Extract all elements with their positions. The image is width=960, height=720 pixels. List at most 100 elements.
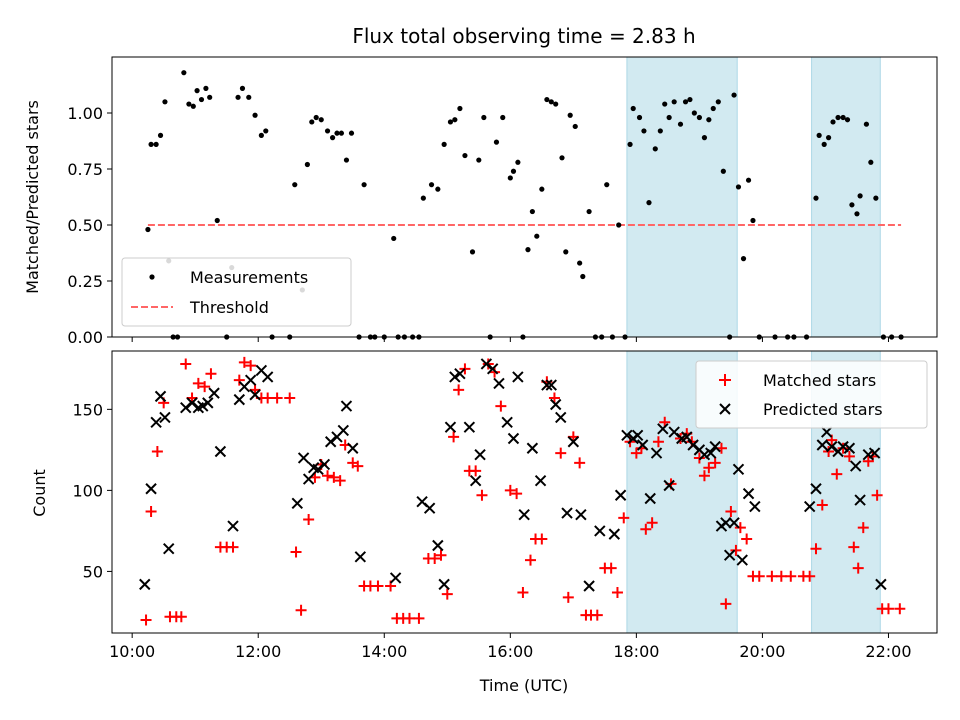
matched-point [574, 457, 586, 469]
measurement-point [428, 182, 435, 188]
matched-point [734, 522, 746, 534]
measurement-point [329, 135, 336, 141]
measurement-point [706, 117, 712, 123]
y-tick-label: 1.00 [67, 104, 103, 123]
measurement-point [662, 101, 668, 107]
predicted-point [337, 424, 350, 437]
measurement-point [481, 114, 487, 121]
measurement-point [548, 99, 554, 105]
matched-point [693, 452, 705, 464]
measurement-point [252, 112, 258, 118]
ratio-legend: Measurements Threshold [121, 257, 352, 327]
measurement-point [313, 114, 319, 121]
predicted-point [227, 520, 239, 532]
measurement-point [857, 193, 863, 199]
predicted-point [534, 474, 547, 487]
matched-point [453, 384, 465, 396]
measurement-point [720, 168, 726, 174]
predicted-point [145, 483, 157, 495]
measurement-point [203, 85, 209, 91]
matched-point [284, 392, 296, 404]
matched-point [290, 546, 302, 558]
measurement-point [190, 103, 196, 109]
measurement-point [309, 119, 315, 125]
predicted-point [732, 463, 745, 476]
predicted-point [742, 487, 755, 500]
matched-point [295, 604, 307, 616]
predicted-point [736, 554, 748, 566]
matched-point [630, 447, 642, 459]
measurement-point [493, 139, 500, 145]
matched-point [180, 358, 192, 370]
matched-point [810, 543, 822, 555]
predicted-point [197, 400, 209, 412]
measurement-point [157, 132, 164, 138]
predicted-point [389, 572, 402, 584]
measurement-point [318, 117, 324, 123]
predicted-point [474, 449, 486, 461]
matched-point [852, 562, 864, 574]
measurement-point [630, 105, 636, 112]
measurement-point [391, 235, 397, 242]
predicted-point [561, 507, 573, 519]
x-tick-label: 20:00 [739, 642, 785, 661]
measurement-point [263, 128, 269, 134]
measurement-point [821, 141, 827, 147]
predicted-point [423, 502, 436, 514]
measurement-point [745, 177, 752, 183]
predicted-point [291, 497, 304, 510]
y-tick-label: 100 [72, 481, 103, 500]
y-tick-label: 0.50 [67, 216, 103, 235]
measurement-point [682, 99, 689, 105]
matched-point [151, 445, 163, 457]
measurement-point [469, 249, 476, 255]
measurement-point [873, 195, 879, 201]
predicted-point [541, 379, 553, 391]
measurement-point [715, 99, 721, 105]
measurement-point [840, 114, 846, 121]
matched-point [145, 505, 157, 517]
measurement-point [559, 155, 565, 161]
measurement-point [691, 110, 697, 116]
predicted-point [469, 474, 482, 487]
measurement-point [239, 85, 246, 91]
predicted-point [318, 458, 331, 471]
measurement-point [849, 202, 855, 208]
predicted-point [438, 578, 450, 591]
y-tick-label: 0.25 [67, 272, 103, 291]
measurement-point [510, 168, 517, 174]
matched-point [698, 470, 710, 482]
matched-point [720, 598, 732, 610]
measurement-point [657, 128, 663, 134]
matched-point [703, 462, 715, 474]
measurement-point [361, 182, 367, 188]
predicted-point [868, 447, 881, 459]
predicted-point [302, 473, 315, 485]
matched-point [429, 552, 441, 564]
predicted-point [705, 447, 717, 459]
measurement-point [701, 135, 708, 141]
count-y-axis-label: Count [30, 469, 49, 517]
measurement-point [145, 226, 151, 233]
ratio-y-ticks: 0.00 0.25 0.50 0.75 1.00 [67, 104, 112, 347]
matched-point [837, 442, 849, 454]
predicted-point [480, 358, 493, 370]
predicted-point [594, 525, 606, 537]
matched-point [536, 533, 548, 545]
matched-point [413, 612, 425, 624]
predicted-point [709, 440, 721, 453]
predicted-point [567, 436, 580, 448]
y-tick-label: 50 [83, 562, 103, 581]
measurement-point [507, 175, 513, 181]
matched-point [140, 614, 152, 626]
predicted-point [526, 442, 539, 454]
predicted-point [163, 543, 175, 555]
measurement-point [186, 101, 192, 107]
y-tick-label: 0.75 [67, 160, 103, 179]
measurement-point [214, 217, 220, 224]
predicted-point [347, 442, 359, 454]
predicted-point [621, 429, 633, 441]
matched-point [618, 512, 630, 524]
predicted-point [749, 500, 761, 513]
